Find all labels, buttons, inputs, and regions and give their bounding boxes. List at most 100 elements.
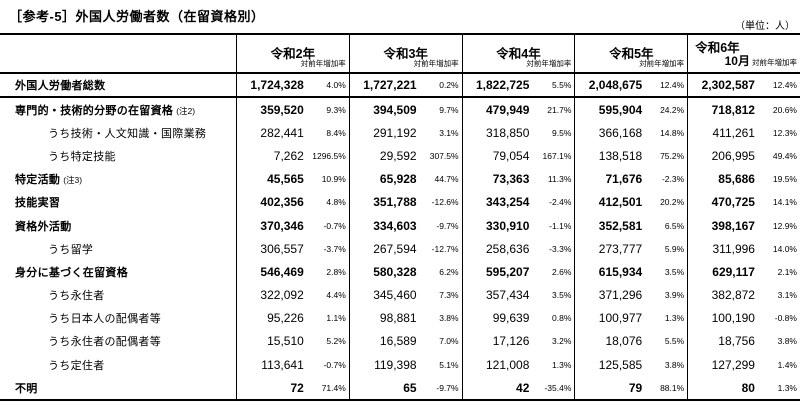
yoy-rate: -3.7%: [323, 243, 346, 254]
table-row: うち永住者 322,092 4.4% 345,460 7.3% 357,434 …: [0, 283, 800, 307]
table-row: 資格外活動 370,346 -0.7% 334,603 -9.7% 330,91…: [0, 213, 800, 238]
cell-r6: 18,756 3.8%: [687, 329, 800, 354]
yoy-rate: 9.5%: [552, 127, 572, 138]
yoy-rate: 6.5%: [664, 220, 685, 231]
cell-r6: 100,190 -0.8%: [687, 306, 800, 330]
cell-r6: 629,117 2.1%: [687, 260, 800, 284]
value: 100,190: [711, 311, 755, 326]
row-label-cell: うち永住者の配偶者等: [0, 333, 236, 349]
cell-r3: 267,594 -12.7%: [348, 237, 462, 261]
value: 65,928: [379, 172, 417, 187]
value: 398,167: [711, 218, 755, 233]
yoy-rate: 4.0%: [326, 80, 346, 90]
yoy-rate: -35.4%: [544, 382, 572, 393]
header-year-r6-oct: 令和6年 10月 対前年増加率: [687, 35, 800, 72]
cell-r3: 351,788 -12.6%: [348, 190, 462, 214]
value: 85,686: [718, 172, 755, 187]
yoy-rate: 75.2%: [660, 150, 685, 161]
yoy-rate: 1.3%: [552, 359, 572, 370]
value: 1,727,221: [363, 78, 417, 92]
yoy-rate: 3.8%: [439, 313, 459, 324]
yoy-rate: -2.3%: [661, 174, 685, 185]
value: 580,328: [373, 264, 417, 279]
value: 345,460: [373, 288, 417, 303]
row-label: うち永住者: [48, 290, 105, 303]
yoy-rate: 3.8%: [664, 359, 685, 370]
yoy-rate: 4.8%: [326, 197, 346, 208]
value: 366,168: [598, 125, 643, 140]
cell-r5: 615,934 3.5%: [574, 260, 687, 284]
cell-r5: 371,296 3.9%: [574, 283, 687, 307]
value: 402,356: [260, 195, 304, 210]
row-label-cell: うち永住者: [0, 287, 236, 303]
cell-r2: 45,565 10.9%: [236, 167, 349, 191]
value: 359,520: [260, 102, 304, 117]
row-label: 資格外活動: [15, 220, 72, 233]
row-label: 外国人労働者総数: [15, 80, 106, 92]
yoy-rate: 0.8%: [552, 313, 572, 324]
yoy-rate: 3.5%: [664, 266, 685, 277]
value: 595,904: [598, 102, 643, 117]
cell-r4: 343,254 -2.4%: [461, 190, 575, 214]
row-label: 特定活動: [15, 174, 61, 187]
row-label: 技能実習: [15, 197, 61, 210]
yoy-rate: 20.2%: [660, 197, 685, 208]
cell-r4: 79,054 167.1%: [461, 144, 575, 168]
cell-r2: 359,520 9.3%: [236, 98, 349, 122]
yoy-rate: 2.8%: [326, 266, 346, 277]
rate-header-label: 対前年増加率: [639, 59, 685, 68]
table-row: 不明 72 71.4% 65 -9.7% 42 -35.4% 79 88.: [0, 376, 800, 400]
row-label-cell: 資格外活動: [0, 218, 236, 234]
page-title: ［参考-5］外国人労働者数（在留資格別）: [9, 9, 265, 24]
value: 15,510: [267, 334, 304, 349]
cell-r2: 370,346 -0.7%: [236, 213, 349, 238]
row-label: 身分に基づく在留資格: [15, 266, 128, 279]
cell-r2: 7,262 1296.5%: [236, 144, 349, 168]
cell-r5: 71,676 -2.3%: [574, 167, 687, 191]
header-month-line: 10月 対前年増加率: [725, 52, 797, 69]
yoy-rate: 3.5%: [552, 290, 572, 301]
value: 7,262: [273, 148, 304, 163]
value: 291,192: [373, 125, 417, 140]
yoy-rate: 20.6%: [772, 104, 797, 115]
year-label: 令和3年: [383, 47, 428, 61]
row-label-cell: うち日本人の配偶者等: [0, 310, 236, 326]
yoy-rate: 6.2%: [439, 266, 459, 277]
value: 95,226: [267, 311, 304, 326]
yoy-rate: -9.7%: [436, 382, 459, 393]
yoy-rate: 3.9%: [664, 290, 685, 301]
cell-r4: 1,822,725 5.5%: [461, 74, 575, 96]
yoy-rate: -0.8%: [774, 313, 797, 324]
cell-r4: 42 -35.4%: [461, 376, 575, 400]
month-label: 10月: [724, 54, 750, 68]
yoy-rate: 11.3%: [547, 174, 572, 185]
cell-r5: 18,076 5.5%: [574, 329, 687, 354]
cell-r4: 73,363 11.3%: [461, 167, 575, 191]
yoy-rate: 3.2%: [552, 336, 572, 347]
value: 357,434: [486, 288, 530, 303]
row-label: うち特定技能: [48, 150, 116, 163]
value: 121,008: [486, 357, 530, 372]
cell-r3: 345,460 7.3%: [348, 283, 462, 307]
cell-r3: 65 -9.7%: [348, 376, 462, 400]
value: 267,594: [373, 241, 417, 256]
cell-r3: 580,328 6.2%: [348, 260, 462, 284]
cell-r3: 98,881 3.8%: [348, 306, 462, 330]
value: 113,641: [261, 357, 304, 372]
yoy-rate: 88.1%: [660, 382, 685, 393]
value: 343,254: [486, 195, 530, 210]
value: 352,581: [598, 218, 643, 233]
value: 127,299: [711, 357, 755, 372]
value: 16,589: [379, 334, 417, 349]
unit-note: （単位：人）: [735, 21, 795, 32]
value: 98,881: [379, 311, 417, 326]
yoy-rate: 44.7%: [434, 174, 459, 185]
cell-r4: 99,639 0.8%: [461, 306, 575, 330]
yoy-rate: -2.4%: [549, 197, 572, 208]
value: 595,207: [486, 264, 530, 279]
row-note: (注2): [176, 105, 196, 116]
yoy-rate: 19.5%: [772, 174, 797, 185]
yoy-rate: -0.7%: [323, 359, 346, 370]
yoy-rate: 3.1%: [439, 127, 459, 138]
foreign-workers-table: 令和2年 対前年増加率 令和3年 対前年増加率 令和4年 対前年増加率 令和5年…: [0, 33, 800, 402]
